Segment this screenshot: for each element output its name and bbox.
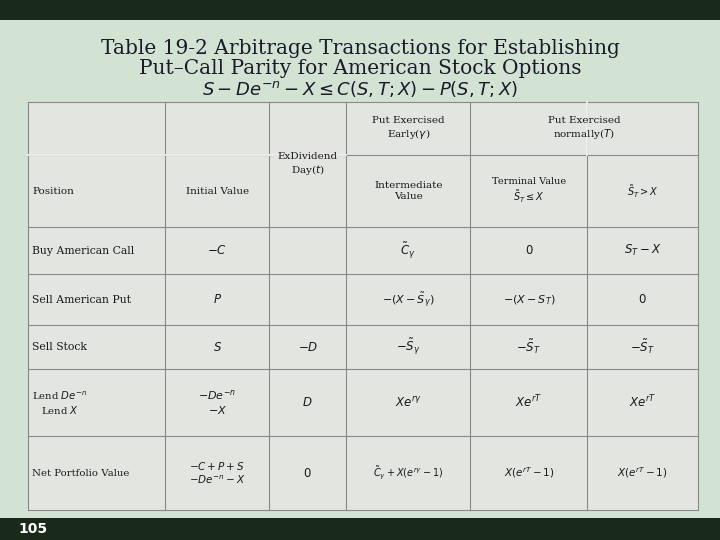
Text: $-C$: $-C$ (207, 244, 228, 257)
Text: $P$: $P$ (212, 293, 222, 306)
Text: ExDividend
Day($t$): ExDividend Day($t$) (278, 152, 338, 177)
Text: $0$: $0$ (524, 244, 533, 257)
Text: Position: Position (32, 187, 74, 195)
Text: Put–Call Parity for American Stock Options: Put–Call Parity for American Stock Optio… (139, 58, 581, 78)
Bar (0, 518, 720, 540)
Text: $D$: $D$ (302, 396, 313, 409)
Text: $-\tilde{S}_{\gamma}$: $-\tilde{S}_{\gamma}$ (396, 337, 420, 357)
Text: $-\tilde{S}_T$: $-\tilde{S}_T$ (630, 338, 655, 356)
Text: $-(X - S_T)$: $-(X - S_T)$ (503, 293, 555, 307)
Text: Lend $De^{-n}$
Lend $X$: Lend $De^{-n}$ Lend $X$ (32, 389, 87, 416)
Bar (28, 102, 698, 510)
Text: $S$: $S$ (212, 341, 222, 354)
Text: $S_T - X$: $S_T - X$ (624, 243, 662, 258)
Text: $0$: $0$ (639, 293, 647, 306)
Bar (28, 102, 698, 510)
Text: Buy American Call: Buy American Call (32, 246, 134, 255)
Text: $Xe^{rT}$: $Xe^{rT}$ (516, 394, 542, 410)
Text: Put Exercised
Early($\gamma$): Put Exercised Early($\gamma$) (372, 116, 444, 141)
Text: $-\tilde{S}_T$: $-\tilde{S}_T$ (516, 338, 541, 356)
Text: $-De^{-n}$
$-X$: $-De^{-n}$ $-X$ (198, 388, 236, 416)
Text: Intermediate
Value: Intermediate Value (374, 181, 443, 201)
Text: $X(e^{rT}-1)$: $X(e^{rT}-1)$ (503, 465, 554, 481)
Text: $\tilde{S}_T > X$: $\tilde{S}_T > X$ (627, 183, 659, 200)
Bar (0, 0, 720, 20)
Text: $-(X - \tilde{S}_{\gamma})$: $-(X - \tilde{S}_{\gamma})$ (382, 290, 434, 309)
Text: Sell American Put: Sell American Put (32, 295, 131, 305)
Text: $-D$: $-D$ (297, 341, 318, 354)
Text: $\tilde{C}_{\gamma}$: $\tilde{C}_{\gamma}$ (400, 240, 416, 261)
Text: $-C+P+S$
$-De^{-n}-X$: $-C+P+S$ $-De^{-n}-X$ (189, 460, 246, 487)
Text: $S - De^{-n} - X \leq C(S,T;X) - P(S,T;X)$: $S - De^{-n} - X \leq C(S,T;X) - P(S,T;X… (202, 79, 518, 99)
Text: $\tilde{C}_{\gamma}+X(e^{r\gamma}-1)$: $\tilde{C}_{\gamma}+X(e^{r\gamma}-1)$ (373, 464, 444, 482)
Text: Terminal Value
$\tilde{S}_T \leq X$: Terminal Value $\tilde{S}_T \leq X$ (492, 177, 566, 205)
Text: $X(e^{rT}-1)$: $X(e^{rT}-1)$ (618, 465, 668, 481)
Text: 105: 105 (18, 522, 47, 536)
Text: Initial Value: Initial Value (186, 187, 249, 195)
Text: $Xe^{rT}$: $Xe^{rT}$ (629, 394, 657, 410)
Text: Sell Stock: Sell Stock (32, 342, 87, 352)
Text: $Xe^{r\gamma}$: $Xe^{r\gamma}$ (395, 395, 422, 410)
Text: Put Exercised
normally($T$): Put Exercised normally($T$) (548, 116, 621, 141)
Text: Net Portfolio Value: Net Portfolio Value (32, 469, 130, 477)
Text: Table 19-2 Arbitrage Transactions for Establishing: Table 19-2 Arbitrage Transactions for Es… (101, 38, 619, 57)
Text: $0$: $0$ (303, 467, 312, 480)
